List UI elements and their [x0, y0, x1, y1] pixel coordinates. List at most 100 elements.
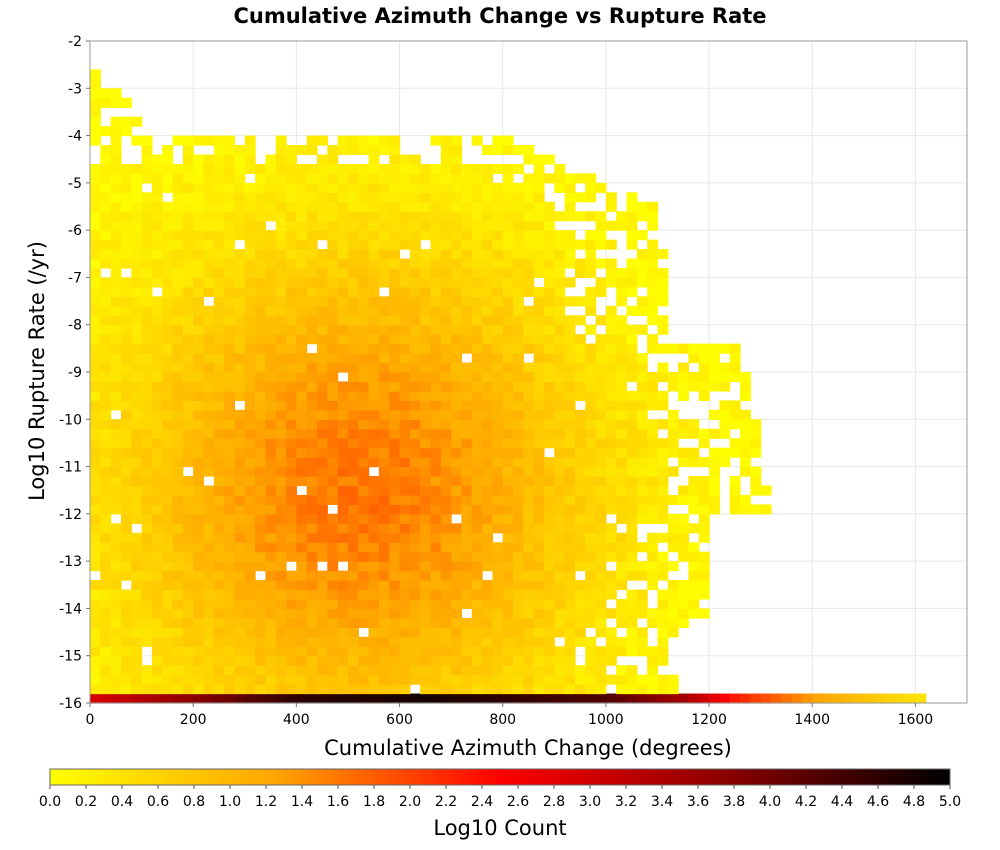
heatmap-cell — [162, 570, 174, 581]
heatmap-cell — [193, 154, 205, 165]
heatmap-cell — [440, 315, 452, 326]
heatmap-cell — [255, 296, 266, 307]
heatmap-cell — [461, 249, 473, 260]
heatmap-cell — [709, 343, 720, 354]
heatmap-cell — [100, 598, 112, 610]
heatmap-cell — [275, 343, 287, 354]
heatmap-cell — [244, 409, 256, 420]
heatmap-cell — [275, 239, 287, 250]
heatmap-cell — [316, 267, 328, 279]
colorbar-ticks: 0.0 0.2 0.4 0.6 0.8 1.0 1.2 1.4 1.6 1.8 2.0 2.2 2.4 2… — [39, 785, 961, 810]
heatmap-cell — [389, 267, 401, 279]
heatmap-cell — [296, 343, 308, 354]
heatmap-cell — [719, 381, 731, 392]
heatmap-cell — [389, 598, 401, 610]
heatmap-cell — [275, 258, 287, 269]
heatmap-cell — [234, 466, 246, 477]
heatmap-cell — [451, 230, 463, 241]
heatmap-cell — [90, 107, 101, 118]
heatmap-cell — [141, 598, 153, 610]
heatmap-cell — [657, 419, 669, 430]
heatmap-cell — [461, 305, 473, 316]
heatmap-cell — [275, 154, 287, 165]
heatmap-cell — [409, 296, 421, 307]
heatmap-cell — [100, 154, 112, 165]
heatmap-cell — [203, 286, 215, 297]
heatmap-cell — [636, 608, 648, 619]
heatmap-cell — [162, 513, 174, 524]
heatmap-cell — [172, 542, 184, 553]
x-tick-label: 800 — [489, 712, 516, 728]
heatmap-cell — [172, 315, 184, 326]
heatmap-cell — [110, 636, 122, 647]
heatmap-cell — [585, 362, 597, 373]
heatmap-cell — [296, 372, 308, 383]
heatmap-cell — [224, 296, 236, 307]
heatmap-cell — [647, 267, 659, 279]
heatmap-cell — [110, 598, 122, 610]
heatmap-cell — [275, 353, 287, 364]
heatmap-cell — [440, 163, 452, 174]
heatmap-cell — [151, 598, 163, 610]
heatmap-cell — [358, 542, 370, 553]
heatmap-cell — [389, 315, 401, 326]
heatmap-cell — [327, 324, 339, 335]
heatmap-cell — [647, 608, 659, 619]
heatmap-cell — [667, 343, 679, 354]
heatmap-cell — [244, 372, 256, 383]
heatmap-cell — [678, 608, 690, 619]
heatmap-cell — [110, 211, 122, 222]
heatmap-cell — [141, 230, 153, 241]
heatmap-cell — [389, 665, 401, 676]
heatmap-cell — [182, 409, 194, 420]
heatmap-cell — [626, 494, 638, 505]
x-tick-label: 1400 — [794, 712, 830, 728]
heatmap-cell — [193, 409, 205, 420]
heatmap-cell — [255, 494, 266, 505]
heatmap-cell — [296, 523, 308, 534]
heatmap-cell — [389, 163, 401, 174]
heatmap-cell — [667, 428, 679, 439]
heatmap-cell — [193, 457, 205, 468]
heatmap-cell — [585, 409, 597, 420]
heatmap-cell — [399, 608, 411, 619]
heatmap-cell — [533, 447, 545, 458]
heatmap-cell — [316, 154, 328, 165]
heatmap-cell — [90, 447, 101, 458]
heatmap-cell — [389, 201, 401, 212]
heatmap-cell — [213, 504, 225, 515]
heatmap-cell — [440, 381, 452, 392]
colorbar-tick-label: 0.8 — [183, 794, 205, 810]
heatmap-cell — [492, 305, 504, 316]
heatmap-cell — [451, 447, 463, 458]
heatmap-cell — [90, 419, 101, 430]
heatmap-cell — [647, 580, 659, 591]
heatmap-cell — [471, 438, 483, 449]
heatmap-cell — [172, 598, 184, 610]
heatmap-cell — [554, 532, 566, 543]
heatmap-cell — [182, 372, 194, 383]
heatmap-cell — [451, 485, 463, 496]
heatmap-cell — [657, 438, 669, 449]
heatmap-cell — [347, 636, 359, 647]
heatmap-cell — [213, 551, 225, 562]
heatmap-cell — [368, 485, 380, 496]
heatmap-cell — [729, 693, 741, 704]
heatmap-cell — [399, 400, 411, 411]
heatmap-cell — [327, 211, 339, 222]
heatmap-cell — [203, 372, 215, 383]
heatmap-cell — [595, 589, 607, 600]
heatmap-cell — [482, 466, 493, 477]
heatmap-cell — [399, 598, 411, 610]
heatmap-cell — [131, 504, 143, 515]
heatmap-cell — [378, 617, 390, 628]
heatmap-cell — [389, 258, 401, 269]
heatmap-cell — [182, 457, 194, 468]
heatmap-cell — [110, 580, 122, 591]
heatmap-cell — [213, 513, 225, 524]
heatmap-cell — [172, 466, 184, 477]
heatmap-cell — [347, 428, 359, 439]
heatmap-cell — [389, 419, 401, 430]
heatmap-cell — [440, 343, 452, 354]
heatmap-cell — [502, 485, 514, 496]
